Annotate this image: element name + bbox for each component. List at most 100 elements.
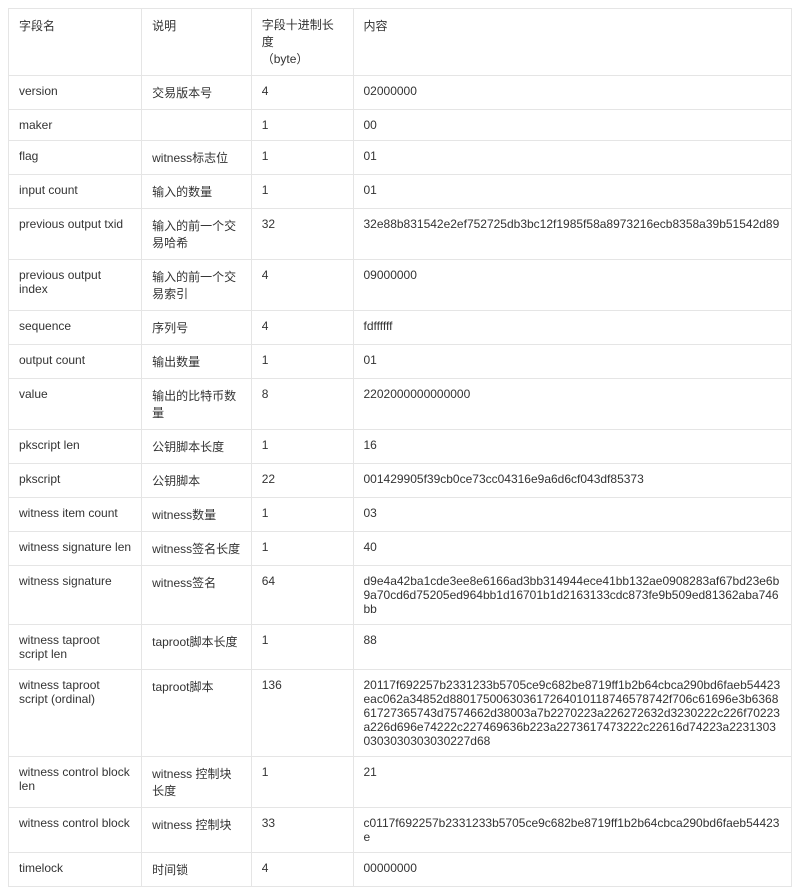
cell-field-len: 33 bbox=[251, 808, 353, 853]
cell-field-desc: witness标志位 bbox=[142, 141, 252, 175]
cell-field-len: 1 bbox=[251, 498, 353, 532]
cell-field-content: 09000000 bbox=[353, 260, 792, 311]
cell-field-desc: taproot脚本长度 bbox=[142, 625, 252, 670]
cell-field-name: sequence bbox=[9, 311, 142, 345]
cell-field-desc: taproot脚本 bbox=[142, 670, 252, 757]
cell-field-len: 1 bbox=[251, 430, 353, 464]
cell-field-name: witness signature bbox=[9, 566, 142, 625]
cell-field-desc: 输入的数量 bbox=[142, 175, 252, 209]
cell-field-content: 20117f692257b2331233b5705ce9c682be8719ff… bbox=[353, 670, 792, 757]
cell-field-content: 001429905f39cb0ce73cc04316e9a6d6cf043df8… bbox=[353, 464, 792, 498]
table-row: witness taproot script lentaproot脚本长度188 bbox=[9, 625, 792, 670]
cell-field-len: 4 bbox=[251, 853, 353, 887]
cell-field-name: previous output index bbox=[9, 260, 142, 311]
cell-field-name: value bbox=[9, 379, 142, 430]
table-row: input count输入的数量101 bbox=[9, 175, 792, 209]
cell-field-len: 4 bbox=[251, 260, 353, 311]
cell-field-len: 1 bbox=[251, 625, 353, 670]
cell-field-len: 1 bbox=[251, 110, 353, 141]
cell-field-len: 1 bbox=[251, 141, 353, 175]
cell-field-name: witness item count bbox=[9, 498, 142, 532]
cell-field-desc: 公钥脚本长度 bbox=[142, 430, 252, 464]
table-header-row: 字段名 说明 字段十进制长度 （byte） 内容 bbox=[9, 9, 792, 76]
cell-field-len: 8 bbox=[251, 379, 353, 430]
len-header-line2: （byte） bbox=[262, 52, 309, 66]
cell-field-name: pkscript bbox=[9, 464, 142, 498]
table-row: witness signature lenwitness签名长度140 bbox=[9, 532, 792, 566]
cell-field-content: 00000000 bbox=[353, 853, 792, 887]
cell-field-name: pkscript len bbox=[9, 430, 142, 464]
cell-field-name: witness taproot script len bbox=[9, 625, 142, 670]
cell-field-content: 88 bbox=[353, 625, 792, 670]
cell-field-len: 1 bbox=[251, 532, 353, 566]
table-row: output count输出数量101 bbox=[9, 345, 792, 379]
cell-field-desc: 时间锁 bbox=[142, 853, 252, 887]
cell-field-name: timelock bbox=[9, 853, 142, 887]
cell-field-name: output count bbox=[9, 345, 142, 379]
cell-field-name: version bbox=[9, 76, 142, 110]
cell-field-len: 4 bbox=[251, 76, 353, 110]
cell-field-name: witness taproot script (ordinal) bbox=[9, 670, 142, 757]
cell-field-len: 1 bbox=[251, 757, 353, 808]
cell-field-name: witness control block bbox=[9, 808, 142, 853]
cell-field-content: 21 bbox=[353, 757, 792, 808]
col-desc-header: 说明 bbox=[142, 9, 252, 76]
cell-field-name: witness control block len bbox=[9, 757, 142, 808]
cell-field-desc: witness 控制块 bbox=[142, 808, 252, 853]
table-row: witness control block lenwitness 控制块长度12… bbox=[9, 757, 792, 808]
table-row: value输出的比特币数量82202000000000000 bbox=[9, 379, 792, 430]
cell-field-content: 01 bbox=[353, 175, 792, 209]
cell-field-desc: witness数量 bbox=[142, 498, 252, 532]
cell-field-len: 22 bbox=[251, 464, 353, 498]
table-row: witness signaturewitness签名64d9e4a42ba1cd… bbox=[9, 566, 792, 625]
col-content-header: 内容 bbox=[353, 9, 792, 76]
table-row: timelock时间锁400000000 bbox=[9, 853, 792, 887]
cell-field-name: witness signature len bbox=[9, 532, 142, 566]
cell-field-desc: witness签名长度 bbox=[142, 532, 252, 566]
cell-field-desc: 输入的前一个交易索引 bbox=[142, 260, 252, 311]
cell-field-name: input count bbox=[9, 175, 142, 209]
cell-field-desc bbox=[142, 110, 252, 141]
cell-field-content: 40 bbox=[353, 532, 792, 566]
cell-field-len: 64 bbox=[251, 566, 353, 625]
cell-field-content: fdffffff bbox=[353, 311, 792, 345]
cell-field-desc: 交易版本号 bbox=[142, 76, 252, 110]
cell-field-content: 02000000 bbox=[353, 76, 792, 110]
table-row: witness control blockwitness 控制块33c0117f… bbox=[9, 808, 792, 853]
cell-field-name: flag bbox=[9, 141, 142, 175]
cell-field-content: 01 bbox=[353, 141, 792, 175]
table-row: maker 100 bbox=[9, 110, 792, 141]
cell-field-len: 4 bbox=[251, 311, 353, 345]
table-row: pkscript len公钥脚本长度116 bbox=[9, 430, 792, 464]
cell-field-desc: witness签名 bbox=[142, 566, 252, 625]
cell-field-desc: 公钥脚本 bbox=[142, 464, 252, 498]
cell-field-content: 32e88b831542e2ef752725db3bc12f1985f58a89… bbox=[353, 209, 792, 260]
cell-field-content: c0117f692257b2331233b5705ce9c682be8719ff… bbox=[353, 808, 792, 853]
cell-field-desc: 输出数量 bbox=[142, 345, 252, 379]
table-row: flagwitness标志位101 bbox=[9, 141, 792, 175]
table-row: version交易版本号402000000 bbox=[9, 76, 792, 110]
cell-field-name: maker bbox=[9, 110, 142, 141]
cell-field-name: previous output txid bbox=[9, 209, 142, 260]
table-row: previous output index输入的前一个交易索引409000000 bbox=[9, 260, 792, 311]
table-row: previous output txid输入的前一个交易哈希3232e88b83… bbox=[9, 209, 792, 260]
table-row: witness item countwitness数量103 bbox=[9, 498, 792, 532]
cell-field-content: 2202000000000000 bbox=[353, 379, 792, 430]
table-row: pkscript公钥脚本22001429905f39cb0ce73cc04316… bbox=[9, 464, 792, 498]
cell-field-desc: 输入的前一个交易哈希 bbox=[142, 209, 252, 260]
col-len-header: 字段十进制长度 （byte） bbox=[251, 9, 353, 76]
cell-field-len: 1 bbox=[251, 175, 353, 209]
cell-field-desc: 序列号 bbox=[142, 311, 252, 345]
cell-field-len: 1 bbox=[251, 345, 353, 379]
col-name-header: 字段名 bbox=[9, 9, 142, 76]
cell-field-content: 00 bbox=[353, 110, 792, 141]
cell-field-desc: witness 控制块长度 bbox=[142, 757, 252, 808]
len-header-line1: 字段十进制长度 bbox=[262, 18, 334, 49]
cell-field-content: d9e4a42ba1cde3ee8e6166ad3bb314944ece41bb… bbox=[353, 566, 792, 625]
cell-field-len: 32 bbox=[251, 209, 353, 260]
table-row: witness taproot script (ordinal)taproot脚… bbox=[9, 670, 792, 757]
cell-field-content: 16 bbox=[353, 430, 792, 464]
cell-field-content: 03 bbox=[353, 498, 792, 532]
cell-field-desc: 输出的比特币数量 bbox=[142, 379, 252, 430]
cell-field-content: 01 bbox=[353, 345, 792, 379]
